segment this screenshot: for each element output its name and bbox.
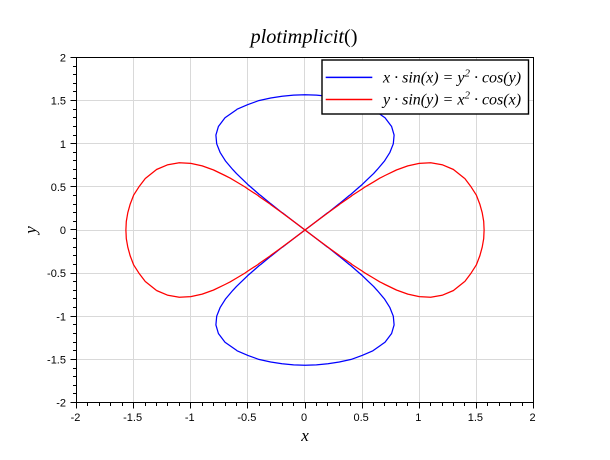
svg-text:2: 2 [60, 53, 66, 65]
svg-text:1.5: 1.5 [468, 412, 483, 424]
svg-text:x · sin(x) = y2 · cos(y): x · sin(x) = y2 · cos(y) [382, 68, 521, 87]
svg-text:1: 1 [60, 139, 66, 151]
svg-text:-2: -2 [71, 412, 81, 424]
svg-text:-1: -1 [185, 412, 195, 424]
svg-text:1.5: 1.5 [51, 96, 66, 108]
svg-text:y · sin(y) = x2 · cos(x): y · sin(y) = x2 · cos(x) [381, 90, 521, 109]
svg-text:plotimplicit(): plotimplicit() [248, 26, 357, 48]
svg-text:0.5: 0.5 [353, 412, 368, 424]
svg-text:-0.5: -0.5 [47, 268, 66, 280]
svg-text:1: 1 [415, 412, 421, 424]
svg-text:-2: -2 [56, 398, 66, 410]
svg-text:-1.5: -1.5 [47, 354, 66, 366]
svg-text:y: y [21, 226, 40, 236]
svg-text:-1: -1 [56, 311, 66, 323]
svg-text:0: 0 [60, 225, 66, 237]
svg-text:2: 2 [529, 412, 535, 424]
svg-text:0: 0 [301, 412, 307, 424]
svg-text:x: x [300, 426, 309, 445]
svg-text:-1.5: -1.5 [123, 412, 142, 424]
svg-text:0.5: 0.5 [51, 182, 66, 194]
svg-text:-0.5: -0.5 [237, 412, 256, 424]
